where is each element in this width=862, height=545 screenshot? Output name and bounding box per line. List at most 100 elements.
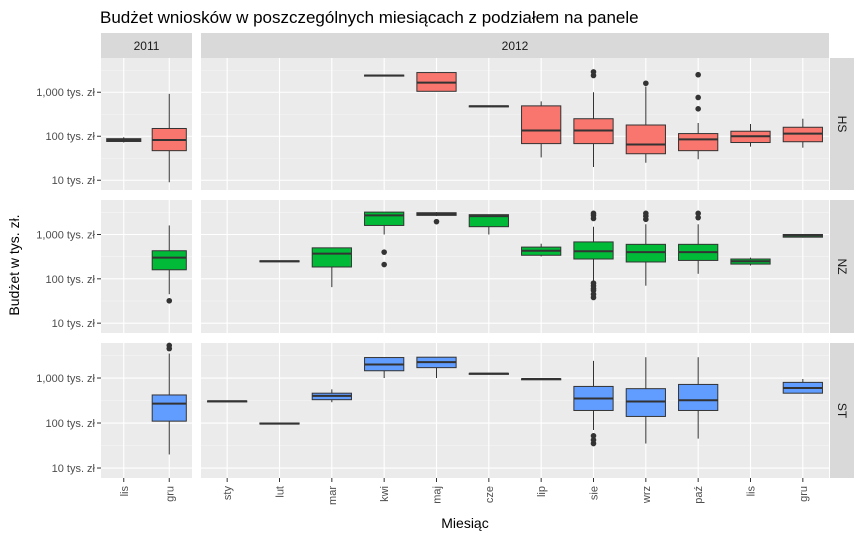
y-tick-label: 100 tys. zł: [45, 274, 95, 286]
outlier-point: [433, 218, 440, 225]
boxplot: [151, 93, 187, 183]
y-tick-label: 100 tys. zł: [45, 418, 95, 430]
outlier-point: [695, 94, 701, 101]
column-strip: [201, 33, 829, 58]
outlier-point: [166, 297, 173, 304]
x-tick-label: lut: [275, 486, 287, 498]
boxplot: [782, 118, 823, 148]
column-strip-label: 2011: [134, 39, 160, 53]
x-tick-label: cze: [484, 486, 496, 503]
boxplot: [678, 357, 719, 439]
y-tick-label: 100 tys. zł: [45, 131, 95, 143]
boxplot: [521, 243, 562, 257]
boxplot: [468, 214, 509, 235]
y-tick-label: 1,000 tys. zł: [36, 373, 95, 385]
row-strip-label: HS: [835, 116, 849, 133]
y-tick-label: 1,000 tys. zł: [36, 229, 95, 241]
box: [151, 394, 187, 422]
outlier-point: [590, 291, 597, 298]
panel-background: [101, 58, 192, 190]
boxplot: [151, 225, 187, 304]
x-tick-label: kwi: [379, 486, 391, 502]
boxplot: [259, 260, 300, 263]
x-tick-label: gru: [164, 486, 176, 502]
box: [521, 105, 562, 145]
outlier-point: [166, 342, 173, 349]
chart-title: Budżet wniosków w poszczególnych miesiąc…: [100, 8, 639, 27]
boxplot: [416, 72, 457, 92]
y-tick-label: 10 tys. zł: [52, 318, 96, 330]
boxplot: [678, 71, 719, 160]
boxplot: [573, 360, 614, 447]
box: [678, 133, 719, 152]
boxplot: [416, 212, 457, 225]
box: [151, 250, 187, 271]
box: [678, 383, 719, 411]
x-tick-label: sty: [222, 486, 234, 501]
boxplot: [573, 210, 614, 301]
x-tick-label: lis: [746, 486, 758, 497]
boxplot: [730, 257, 771, 266]
boxplot: [207, 400, 248, 403]
box: [625, 243, 666, 263]
boxplot: [782, 233, 823, 238]
panel-background: [201, 200, 829, 333]
box: [364, 211, 405, 226]
x-tick-label: maj: [432, 486, 444, 504]
outlier-point: [643, 210, 649, 217]
box: [625, 388, 666, 417]
row-strip: [830, 58, 854, 190]
boxplot: [730, 123, 771, 147]
boxplot: [625, 357, 666, 444]
boxplot: [106, 137, 142, 143]
box: [625, 124, 666, 155]
boxplot: [364, 211, 405, 268]
panel-background: [201, 58, 829, 190]
column-strip: [101, 33, 192, 58]
outlier-point: [381, 249, 387, 255]
boxplot: [468, 372, 509, 375]
x-tick-label: lis: [119, 486, 131, 497]
boxplot: [416, 356, 457, 379]
y-tick-label: 1,000 tys. zł: [36, 87, 95, 99]
column-strip-label: 2012: [502, 39, 529, 53]
outlier-point: [643, 80, 649, 87]
row-strip-label: ST: [835, 403, 849, 419]
box: [468, 214, 509, 228]
boxplot: [521, 101, 562, 158]
boxplot: [521, 378, 562, 381]
x-axis-label: Miesiąc: [441, 515, 488, 531]
outlier-point: [695, 71, 701, 78]
box: [311, 247, 352, 268]
panel-background: [201, 343, 829, 478]
boxplot: [311, 247, 352, 288]
outlier-point: [590, 437, 597, 443]
boxplot: [782, 379, 823, 394]
outlier-point: [590, 280, 597, 286]
outlier-point: [695, 214, 701, 221]
y-axis-label: Budżet w tys. zł.: [6, 214, 22, 315]
outlier-point: [695, 106, 701, 112]
x-tick-label: sie: [589, 486, 601, 500]
boxplot: [364, 74, 405, 77]
boxplot: [468, 105, 509, 108]
x-tick-label: paź: [693, 486, 705, 504]
outlier-point: [590, 432, 597, 439]
y-tick-label: 10 tys. zł: [52, 463, 96, 475]
outlier-point: [590, 210, 597, 217]
row-strip: [830, 200, 854, 333]
boxplot: [678, 210, 719, 274]
outlier-point: [590, 69, 597, 75]
x-tick-label: mar: [327, 486, 339, 505]
x-tick-label: gru: [798, 486, 810, 502]
boxplot: [151, 342, 187, 455]
x-tick-label: wrz: [641, 486, 653, 504]
outlier-point: [695, 210, 701, 217]
x-tick-label: lip: [536, 486, 548, 497]
y-tick-label: 10 tys. zł: [52, 175, 96, 187]
boxplot: [364, 357, 405, 379]
outlier-point: [381, 261, 387, 268]
row-strip: [830, 343, 854, 478]
